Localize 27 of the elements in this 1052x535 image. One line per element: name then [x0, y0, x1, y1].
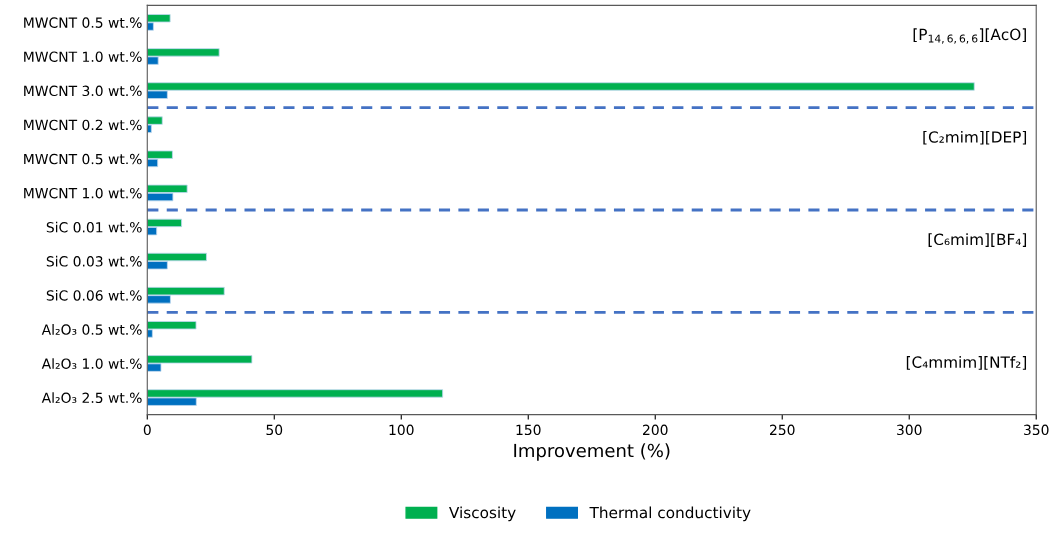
y-tick-label: SiC 0.01 wt.% — [46, 221, 142, 233]
y-tick-label: MWCNT 0.5 wt.% — [24, 153, 142, 165]
y-tick-label: Al₂O₃ 1.0 wt.% — [41, 358, 142, 369]
x-tick-label: 0 — [143, 424, 151, 436]
y-tick-label: SiC 0.03 wt.% — [46, 255, 142, 267]
x-tick-label: 150 — [516, 424, 541, 436]
x-axis-title: Improvement (%) — [514, 443, 670, 461]
x-tick-label: 250 — [770, 424, 795, 436]
y-tick-label: MWCNT 1.0 wt.% — [24, 51, 142, 62]
legend-label: Viscosity — [449, 506, 516, 522]
x-tick-label: 100 — [389, 424, 414, 436]
y-tick-label: MWCNT 0.2 wt.% — [24, 119, 142, 131]
annotation: [C₆mim][BF₄] — [928, 233, 1027, 247]
x-tick-label: 50 — [266, 424, 283, 436]
y-tick-label: MWCNT 0.5 wt.% — [24, 17, 142, 28]
annotation: [P$_{14,6,6,6}$][AcO] — [913, 28, 1026, 44]
x-tick-label: 300 — [897, 424, 922, 436]
annotation: [C₂mim][DEP] — [923, 130, 1027, 145]
y-tick-label: MWCNT 1.0 wt.% — [24, 187, 142, 199]
y-tick-label: Al₂O₃ 2.5 wt.% — [41, 392, 142, 404]
y-tick-label: SiC 0.06 wt.% — [46, 289, 142, 301]
x-tick-label: 350 — [1024, 424, 1049, 436]
y-tick-label: MWCNT 3.0 wt.% — [24, 85, 142, 97]
legend-label: Thermal conductivity — [589, 506, 751, 522]
annotation: [C₄mmim][NTf₂] — [906, 356, 1027, 370]
x-tick-label: 200 — [643, 424, 668, 436]
y-tick-label: Al₂O₃ 0.5 wt.% — [41, 324, 142, 335]
